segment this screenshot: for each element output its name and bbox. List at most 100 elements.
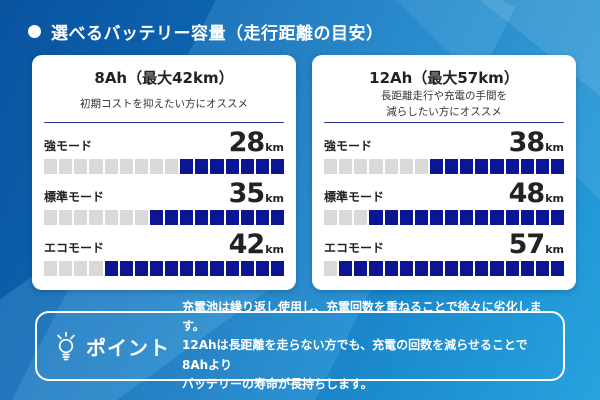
bar-segment-empty xyxy=(89,210,103,225)
card-12ah: 12Ah（最大57km） 長距離走行や充電の手間を 減らしたい方にオススメ 強モ… xyxy=(312,55,576,290)
bar-segment-filled xyxy=(134,261,148,276)
bar-segment-filled xyxy=(180,261,194,276)
distance-bar xyxy=(44,261,284,276)
bar-segment-filled xyxy=(505,261,519,276)
bar-segment-empty xyxy=(89,159,103,174)
point-callout: ポイント 充電池は繰り返し使用し、充電回数を重ねることで徐々に劣化します。 12… xyxy=(35,300,565,391)
mode-label: 強モード xyxy=(44,139,93,153)
bar-segment-filled xyxy=(270,210,284,225)
bar-segment-empty xyxy=(74,159,88,174)
bar-segment-filled xyxy=(399,261,413,276)
bar-segment-filled xyxy=(149,261,163,276)
bar-segment-empty xyxy=(89,261,103,276)
bar-segment-filled xyxy=(369,210,383,225)
bar-segment-empty xyxy=(165,159,179,174)
bar-segment-empty xyxy=(74,210,88,225)
bar-segment-filled xyxy=(475,159,489,174)
mode-label: エコモード xyxy=(44,241,105,255)
bar-segment-filled xyxy=(445,261,459,276)
bar-segment-filled xyxy=(535,261,549,276)
bar-segment-empty xyxy=(369,159,383,174)
bar-segment-empty xyxy=(354,210,368,225)
bar-segment-filled xyxy=(445,210,459,225)
bar-segment-filled xyxy=(354,261,368,276)
bar-segment-empty xyxy=(354,159,368,174)
divider xyxy=(44,122,284,123)
bar-segment-empty xyxy=(44,261,58,276)
bar-segment-filled xyxy=(490,210,504,225)
bar-segment-filled xyxy=(195,210,209,225)
bar-segment-empty xyxy=(324,261,338,276)
distance-value: 48 km xyxy=(508,178,564,209)
distance-value: 57 km xyxy=(508,229,564,260)
card-subtitle: 初期コストを抑えたい方にオススメ xyxy=(80,97,248,110)
distance-bar xyxy=(324,261,564,276)
bar-segment-filled xyxy=(429,261,443,276)
bar-segment-empty xyxy=(59,261,73,276)
bar-segment-filled xyxy=(240,261,254,276)
mode-row-strong: 強モード 38 km xyxy=(324,129,564,174)
bar-segment-filled xyxy=(270,261,284,276)
bar-segment-empty xyxy=(59,210,73,225)
bar-segment-filled xyxy=(195,261,209,276)
bar-segment-empty xyxy=(134,159,148,174)
lightbulb-icon xyxy=(57,331,75,361)
bar-segment-empty xyxy=(399,159,413,174)
bar-segment-filled xyxy=(210,210,224,225)
bar-segment-filled xyxy=(180,159,194,174)
bar-segment-filled xyxy=(520,159,534,174)
bar-segment-filled xyxy=(255,159,269,174)
card-8ah: 8Ah（最大42km） 初期コストを抑えたい方にオススメ 強モード 28 km xyxy=(32,55,296,290)
bar-segment-empty xyxy=(384,159,398,174)
battery-cards: 8Ah（最大42km） 初期コストを抑えたい方にオススメ 強モード 28 km xyxy=(0,46,600,290)
bar-segment-filled xyxy=(165,261,179,276)
bar-segment-filled xyxy=(445,159,459,174)
bar-segment-empty xyxy=(44,210,58,225)
bar-segment-filled xyxy=(505,210,519,225)
distance-bar xyxy=(44,159,284,174)
point-label-group: ポイント xyxy=(37,331,182,361)
bar-segment-filled xyxy=(490,261,504,276)
bar-segment-empty xyxy=(324,159,338,174)
bar-segment-filled xyxy=(490,159,504,174)
bar-segment-filled xyxy=(149,210,163,225)
mode-label: 強モード xyxy=(324,139,373,153)
distance-bar xyxy=(44,210,284,225)
point-text: 充電池は繰り返し使用し、充電回数を重ねることで徐々に劣化します。 12Ahは長距… xyxy=(182,300,542,391)
bar-segment-empty xyxy=(339,210,353,225)
distance-value: 35 km xyxy=(228,178,284,209)
bar-segment-empty xyxy=(44,159,58,174)
distance-value: 42 km xyxy=(228,229,284,260)
bar-segment-empty xyxy=(119,210,133,225)
bar-segment-filled xyxy=(104,261,118,276)
mode-label: 標準モード xyxy=(324,190,385,204)
page-title: 選べるバッテリー容量（走行距離の目安） xyxy=(51,23,384,44)
distance-value: 28 km xyxy=(228,127,284,158)
bar-segment-filled xyxy=(520,261,534,276)
card-title: 12Ah（最大57km） xyxy=(369,69,519,87)
bar-segment-filled xyxy=(270,159,284,174)
card-title: 8Ah（最大42km） xyxy=(94,69,234,87)
bar-segment-filled xyxy=(210,261,224,276)
bar-segment-filled xyxy=(255,210,269,225)
bar-segment-filled xyxy=(460,210,474,225)
bar-segment-filled xyxy=(255,261,269,276)
bar-segment-empty xyxy=(74,261,88,276)
divider xyxy=(324,122,564,123)
bar-segment-empty xyxy=(149,159,163,174)
bar-segment-filled xyxy=(520,210,534,225)
bar-segment-filled xyxy=(119,261,133,276)
bar-segment-filled xyxy=(460,261,474,276)
bar-segment-filled xyxy=(384,210,398,225)
mode-label: エコモード xyxy=(324,241,385,255)
bar-segment-filled xyxy=(240,159,254,174)
bar-segment-filled xyxy=(225,210,239,225)
distance-bar xyxy=(324,210,564,225)
bar-segment-filled xyxy=(369,261,383,276)
bar-segment-filled xyxy=(399,210,413,225)
bar-segment-filled xyxy=(339,261,353,276)
bar-segment-filled xyxy=(475,261,489,276)
bar-segment-empty xyxy=(104,159,118,174)
bar-segment-empty xyxy=(414,159,428,174)
